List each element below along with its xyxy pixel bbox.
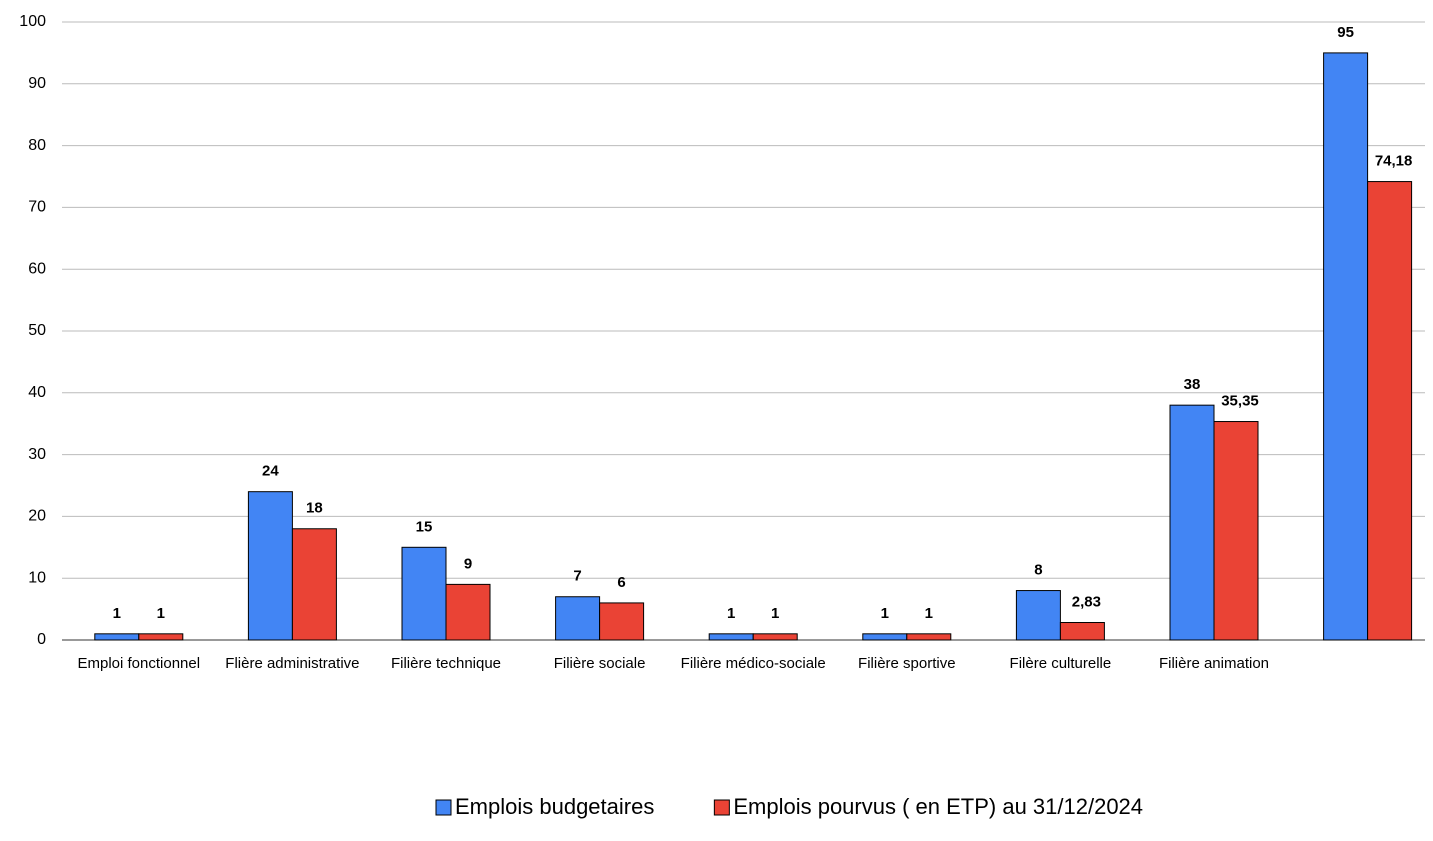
x-tick-label-box: Flière administrative: [225, 655, 360, 672]
data-label: 1: [113, 605, 121, 622]
x-tick-label: Filière sociale: [553, 655, 646, 672]
data-label: 1: [727, 605, 735, 622]
data-label: 74,18: [1375, 153, 1413, 170]
y-tick-label: 90: [28, 75, 46, 92]
x-tick-label: Filère culturelle: [1009, 655, 1112, 672]
x-tick-label: Emploi fonctionnel: [77, 655, 201, 672]
y-tick-label: 60: [28, 260, 46, 277]
data-label: 1: [771, 605, 779, 622]
y-tick-label: 80: [28, 137, 46, 154]
x-tick-label-box: Filière sociale: [553, 655, 646, 672]
x-tick-label: Filière médico-sociale: [680, 655, 826, 672]
bar: [1169, 404, 1215, 641]
bar: [1015, 590, 1061, 641]
x-tick-label: Filière sportive: [858, 655, 956, 672]
y-tick-label: 10: [28, 569, 46, 586]
data-label: 24: [262, 463, 279, 480]
bar: [1323, 52, 1369, 641]
bar: [555, 596, 601, 641]
bar: [599, 602, 645, 641]
x-tick-label-box: Filière médico-sociale: [680, 655, 826, 672]
x-tick-label-box: Filère culturelle: [1009, 655, 1112, 672]
bar: [138, 633, 184, 641]
x-tick-label-box: Filière sportive: [858, 655, 956, 672]
data-label: 1: [157, 605, 165, 622]
data-label: 9: [464, 555, 472, 572]
data-label: 38: [1184, 376, 1201, 393]
bar: [247, 491, 293, 641]
bar: [906, 633, 952, 641]
data-label: 1: [881, 605, 889, 622]
legend-label: Emplois budgetaires: [455, 794, 654, 819]
data-label: 6: [617, 574, 625, 591]
data-label: 1: [925, 605, 933, 622]
bar: [752, 633, 798, 641]
bar: [445, 583, 491, 641]
data-label: 2,83: [1072, 593, 1101, 610]
bar: [291, 528, 337, 641]
x-tick-label-box: Filière technique: [390, 655, 502, 672]
data-label: 95: [1337, 24, 1354, 41]
x-tick-label-box: Emploi fonctionnel: [77, 655, 201, 672]
data-label: 8: [1034, 562, 1042, 579]
legend-swatch: [713, 799, 730, 816]
y-tick-label: 100: [19, 13, 46, 30]
bar: [1213, 421, 1259, 641]
x-tick-label-box: Filière animation: [1158, 655, 1269, 672]
bar: [862, 633, 908, 641]
bar: [401, 546, 447, 641]
x-tick-label: Filière animation: [1158, 655, 1269, 672]
x-tick-label: Filière technique: [390, 655, 502, 672]
data-label: 35,35: [1221, 393, 1259, 410]
data-label: 7: [573, 568, 581, 585]
x-tick-label: Flière administrative: [225, 655, 360, 672]
legend-label: Emplois pourvus ( en ETP) au 31/12/2024: [733, 794, 1143, 819]
y-tick-label: 30: [28, 446, 46, 463]
bar: [708, 633, 754, 641]
y-tick-label: 20: [28, 508, 46, 525]
bar: [1059, 622, 1105, 641]
y-tick-label: 40: [28, 384, 46, 401]
y-tick-label: 70: [28, 199, 46, 216]
y-tick-label: 50: [28, 322, 46, 339]
data-label: 15: [416, 518, 433, 535]
data-label: 18: [306, 500, 323, 517]
legend-swatch: [435, 799, 452, 816]
y-tick-label: 0: [37, 631, 46, 648]
bar: [94, 633, 140, 641]
bar: [1367, 181, 1413, 641]
